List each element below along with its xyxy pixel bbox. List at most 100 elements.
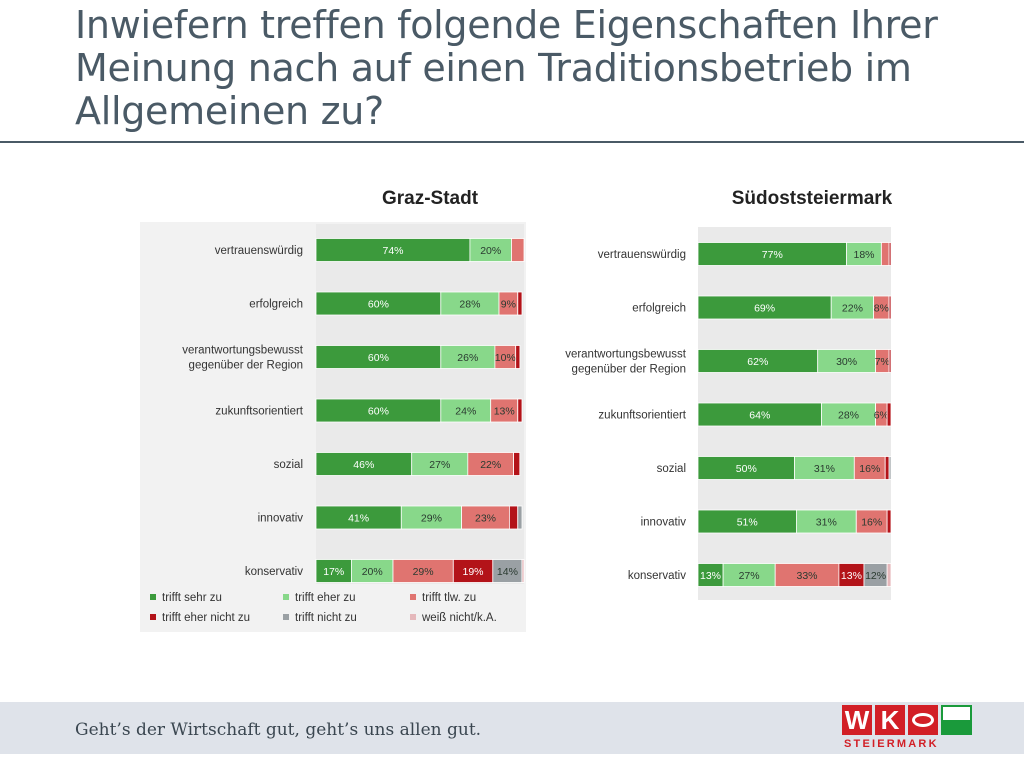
category-label: vertrauenswürdig [598, 249, 686, 261]
bar-segment-eher-nicht-zu [508, 505, 519, 530]
bar-segment-eher-nicht-zu [888, 295, 892, 320]
category-label: verantwortungsbewusst [182, 345, 304, 357]
category-label: erfolgreich [632, 303, 686, 315]
bar-value-label: 23% [475, 513, 496, 525]
bar-value-label: 50% [736, 463, 757, 475]
category-label: innovativ [641, 517, 687, 529]
bar-value-label: 27% [429, 459, 450, 471]
legend-swatch [150, 614, 156, 620]
bar-value-label: 33% [796, 570, 817, 582]
legend-label: trifft eher zu [295, 592, 356, 604]
category-label: sozial [657, 463, 686, 475]
bar-segment-nicht-zu [888, 456, 892, 480]
bar-value-label: 30% [836, 356, 857, 368]
bar-value-label: 74% [382, 245, 403, 257]
bar-value-label: 62% [747, 356, 768, 368]
category-label: vertrauenswürdig [215, 245, 303, 257]
category-label: innovativ [258, 513, 304, 525]
legend-label: trifft tlw. zu [422, 592, 476, 604]
legend-label: trifft sehr zu [162, 592, 222, 604]
category-label: gegenüber der Region [572, 364, 686, 376]
chart-graz: Graz-Stadt vertrauenswürdig 74% 20% erfolgre… [140, 188, 526, 632]
category-label: zukunftsorientiert [598, 410, 686, 422]
category-label: gegenüber der Region [189, 360, 303, 372]
chart-sued: Südoststeiermark vertrauenswürdig 77% 18% er… [565, 188, 893, 600]
logo-letter-k: K [875, 705, 905, 735]
bar-value-label: 7% [875, 356, 890, 368]
legend-swatch [410, 614, 416, 620]
logo-subtitle: STEIERMARK [844, 738, 939, 750]
bar-value-label: 13% [700, 570, 721, 582]
title-divider [0, 141, 1024, 143]
bar-segment-nicht-zu [517, 505, 523, 530]
category-label: erfolgreich [249, 299, 303, 311]
bar-value-label: 19% [462, 566, 483, 578]
bar-value-label: 60% [368, 352, 389, 364]
bar-value-label: 22% [480, 459, 501, 471]
bar-value-label: 31% [816, 517, 837, 529]
bar-value-label: 6% [874, 410, 889, 422]
chart-title-graz: Graz-Stadt [382, 188, 479, 209]
bar-value-label: 20% [480, 245, 501, 257]
legend-swatch [283, 614, 289, 620]
bar-value-label: 60% [368, 299, 389, 311]
page-title: Inwiefern treffen folgende Eigenschaften… [75, 3, 938, 133]
legend-swatch [150, 594, 156, 600]
logo-letter-o [908, 705, 938, 735]
bar-value-label: 31% [814, 463, 835, 475]
bar-segment-eher-nicht-zu [513, 452, 521, 476]
bar-value-label: 9% [501, 299, 516, 311]
bar-value-label: 29% [413, 566, 434, 578]
bar-value-label: 13% [494, 406, 515, 418]
bar-value-label: 69% [754, 303, 775, 315]
bar-value-label: 64% [749, 410, 770, 422]
bar-value-label: 28% [838, 410, 859, 422]
bar-segment-weiss-nicht [886, 563, 892, 587]
bar-value-label: 24% [455, 406, 476, 418]
bar-value-label: 16% [859, 463, 880, 475]
legend-label: trifft nicht zu [295, 612, 357, 624]
category-label: konservativ [245, 566, 303, 578]
category-label: konservativ [628, 570, 686, 582]
bar-value-label: 41% [348, 513, 369, 525]
bar-value-label: 46% [353, 459, 374, 471]
bar-segment-eher-nicht-zu [517, 398, 523, 423]
bar-value-label: 26% [457, 352, 478, 364]
bar-segment-eher-nicht-zu [888, 242, 892, 266]
logo-flag-icon [941, 705, 972, 735]
bar-value-label: 29% [421, 513, 442, 525]
bar-value-label: 18% [853, 249, 874, 261]
bar-segment-weiss-nicht [521, 559, 525, 583]
legend-label: weiß nicht/k.A. [421, 612, 497, 624]
charts-canvas: Graz-Stadt vertrauenswürdig 74% 20% erfolgre… [140, 188, 893, 632]
category-label: verantwortungsbewusst [565, 349, 687, 361]
category-label: zukunftsorientiert [215, 406, 303, 418]
legend-label: trifft eher nicht zu [162, 612, 250, 624]
chart-title-sued: Südoststeiermark [732, 188, 893, 209]
bar-value-label: 77% [762, 249, 783, 261]
bar-value-label: 10% [495, 352, 516, 364]
bar-segment-eher-nicht-zu [886, 509, 892, 534]
category-label: sozial [274, 459, 303, 471]
bar-value-label: 20% [362, 566, 383, 578]
bar-value-label: 8% [874, 303, 889, 315]
bar-value-label: 14% [497, 566, 518, 578]
bar-segment-eher-nicht-zu [515, 345, 521, 369]
bar-segment-eher-nicht-zu [884, 456, 890, 480]
legend-swatch [283, 594, 289, 600]
bar-segment-tlw-zu [511, 238, 525, 262]
bar-segment-tlw-zu [881, 242, 890, 266]
logo-letter-w: W [842, 705, 872, 735]
bar-value-label: 17% [323, 566, 344, 578]
wko-logo: W K STEIERMARK [842, 703, 974, 753]
bar-value-label: 60% [368, 406, 389, 418]
bar-value-label: 12% [865, 570, 886, 582]
bar-value-label: 51% [737, 517, 758, 529]
bar-segment-eher-nicht-zu [517, 291, 523, 316]
legend-swatch [410, 594, 416, 600]
footer-slogan: Geht’s der Wirtschaft gut, geht’s uns al… [75, 720, 482, 740]
bar-segment-eher-nicht-zu [888, 349, 892, 373]
bar-value-label: 16% [861, 517, 882, 529]
bar-value-label: 27% [739, 570, 760, 582]
bar-value-label: 13% [841, 570, 862, 582]
